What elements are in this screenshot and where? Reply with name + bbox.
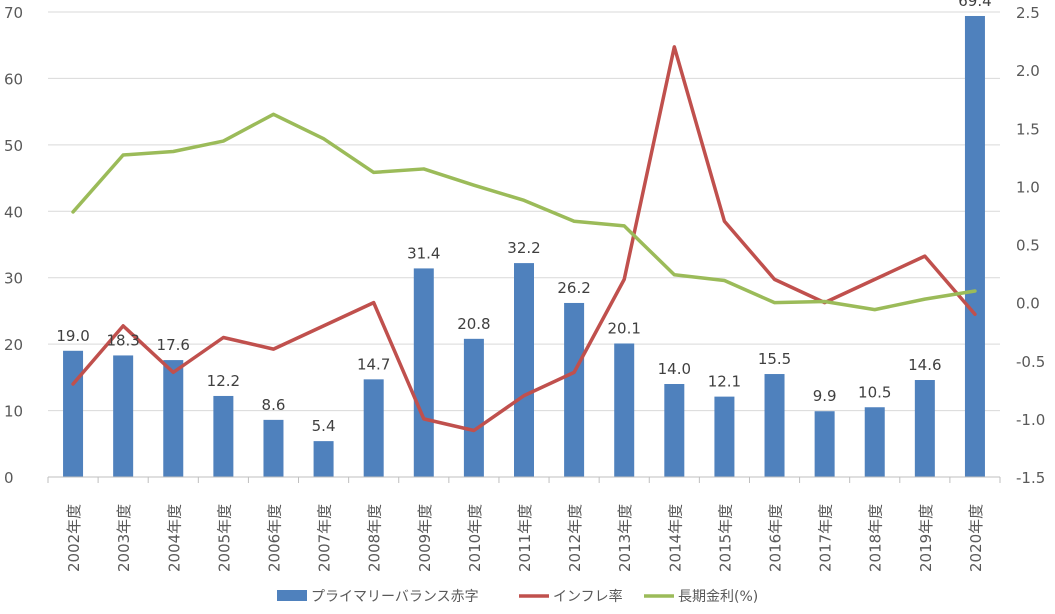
bar (514, 263, 534, 477)
y-left-tick-label: 20 (4, 336, 23, 354)
bar-data-label: 26.2 (557, 279, 590, 297)
y-right-tick-label: -1.5 (1016, 469, 1045, 487)
legend-entry: プライマリーバランス赤字 (311, 589, 479, 605)
bar-data-label: 10.5 (858, 383, 891, 401)
x-tick-label: 2004年度 (165, 504, 183, 572)
left-axis: 0 10 20 30 40 50 60 70 (4, 4, 23, 487)
bar (914, 380, 935, 477)
bar (263, 419, 284, 477)
x-tick-label: 2008年度 (366, 504, 384, 572)
x-tick-label: 2012年度 (566, 504, 584, 572)
bar (363, 379, 384, 477)
y-right-tick-label: 1.0 (1016, 178, 1040, 196)
bar-data-label: 12.1 (708, 373, 741, 391)
bar-data-label: 14.6 (908, 356, 941, 374)
y-left-tick-label: 50 (4, 137, 23, 155)
x-tick-label: 2002年度 (65, 504, 83, 572)
x-axis: 2002年度 2003年度 2004年度 2005年度 2006年度 2007年度 2008… (47, 476, 1001, 572)
y-right-tick-label: 2.0 (1016, 62, 1040, 80)
bar-series (63, 15, 985, 477)
x-tick-label: 2010年度 (466, 504, 484, 572)
bar-data-label: 19.0 (56, 327, 89, 345)
bar-data-label: 18.3 (106, 331, 139, 349)
x-tick-label: 2015年度 (716, 504, 734, 572)
bar-data-label: 9.9 (813, 387, 837, 405)
line-series (71, 45, 977, 433)
bar-data-label: 15.5 (758, 350, 791, 368)
bar-data-label: 12.2 (207, 372, 240, 390)
bar (313, 441, 334, 477)
x-tick-label: 2006年度 (265, 504, 283, 572)
y-left-tick-label: 60 (4, 70, 23, 88)
bar-data-label: 20.1 (608, 319, 641, 337)
legend-entry: 長期金利(%) (678, 589, 758, 605)
data-labels: 19.0 18.3 17.6 12.2 8.6 5.4 14.7 31.4 20.8 32.2 26… (56, 0, 991, 435)
long-term-rate-line (71, 112, 977, 312)
bar (864, 407, 885, 477)
x-tick-label: 2011年度 (516, 504, 534, 572)
y-left-tick-label: 70 (4, 4, 23, 22)
bar-data-label: 17.6 (157, 336, 190, 354)
x-tick-label: 2013年度 (616, 504, 634, 572)
legend-swatch-bar (277, 590, 307, 601)
bar (964, 15, 985, 477)
x-tick-label: 2005年度 (215, 504, 233, 572)
bar (113, 355, 134, 477)
y-right-tick-label: 2.5 (1016, 4, 1040, 22)
legend-entry: インフレ率 (553, 588, 623, 605)
bar-data-label: 5.4 (312, 417, 336, 435)
x-tick-label: 2014年度 (666, 504, 684, 572)
bar-data-label: 8.6 (262, 396, 286, 414)
x-tick-label: 2009年度 (416, 504, 434, 572)
x-tick-label: 2007年度 (316, 504, 334, 572)
right-axis: -1.5 -1.0 -0.5 0.0 0.5 1.0 1.5 2.0 2.5 (1016, 4, 1045, 487)
bar-data-label: 31.4 (407, 244, 440, 262)
y-right-tick-label: 0.5 (1016, 237, 1040, 255)
y-left-tick-label: 40 (4, 203, 23, 221)
x-tick-label: 2017年度 (817, 504, 835, 572)
bar (63, 350, 84, 477)
bar-data-label: 14.0 (658, 360, 691, 378)
bar (463, 338, 484, 477)
x-tick-label: 2020年度 (967, 504, 985, 572)
y-left-tick-label: 0 (4, 469, 14, 487)
bar (564, 302, 585, 477)
bar-data-label: 14.7 (357, 355, 390, 373)
bar (614, 343, 635, 477)
x-tick-label: 2019年度 (917, 504, 935, 572)
bar (764, 374, 785, 477)
bar (213, 395, 234, 477)
bar-data-label: 32.2 (507, 239, 540, 257)
bar (163, 360, 184, 477)
bar (413, 268, 434, 477)
y-right-tick-label: 0.0 (1016, 295, 1040, 313)
bar (664, 384, 685, 477)
y-right-tick-label: -1.0 (1016, 411, 1045, 429)
y-left-tick-label: 30 (4, 270, 23, 288)
y-right-tick-label: 1.5 (1016, 120, 1040, 138)
y-right-tick-label: -0.5 (1016, 353, 1045, 371)
x-tick-label: 2016年度 (767, 504, 785, 572)
bar (814, 411, 835, 477)
legend: プライマリーバランス赤字 インフレ率 長期金利(%) (277, 588, 758, 605)
bar-data-label: 69.4 (958, 0, 991, 10)
y-left-tick-label: 10 (4, 403, 23, 421)
bar-data-label: 20.8 (457, 315, 490, 333)
bar (714, 396, 735, 477)
x-tick-label: 2018年度 (867, 504, 885, 572)
x-tick-label: 2003年度 (115, 504, 133, 572)
